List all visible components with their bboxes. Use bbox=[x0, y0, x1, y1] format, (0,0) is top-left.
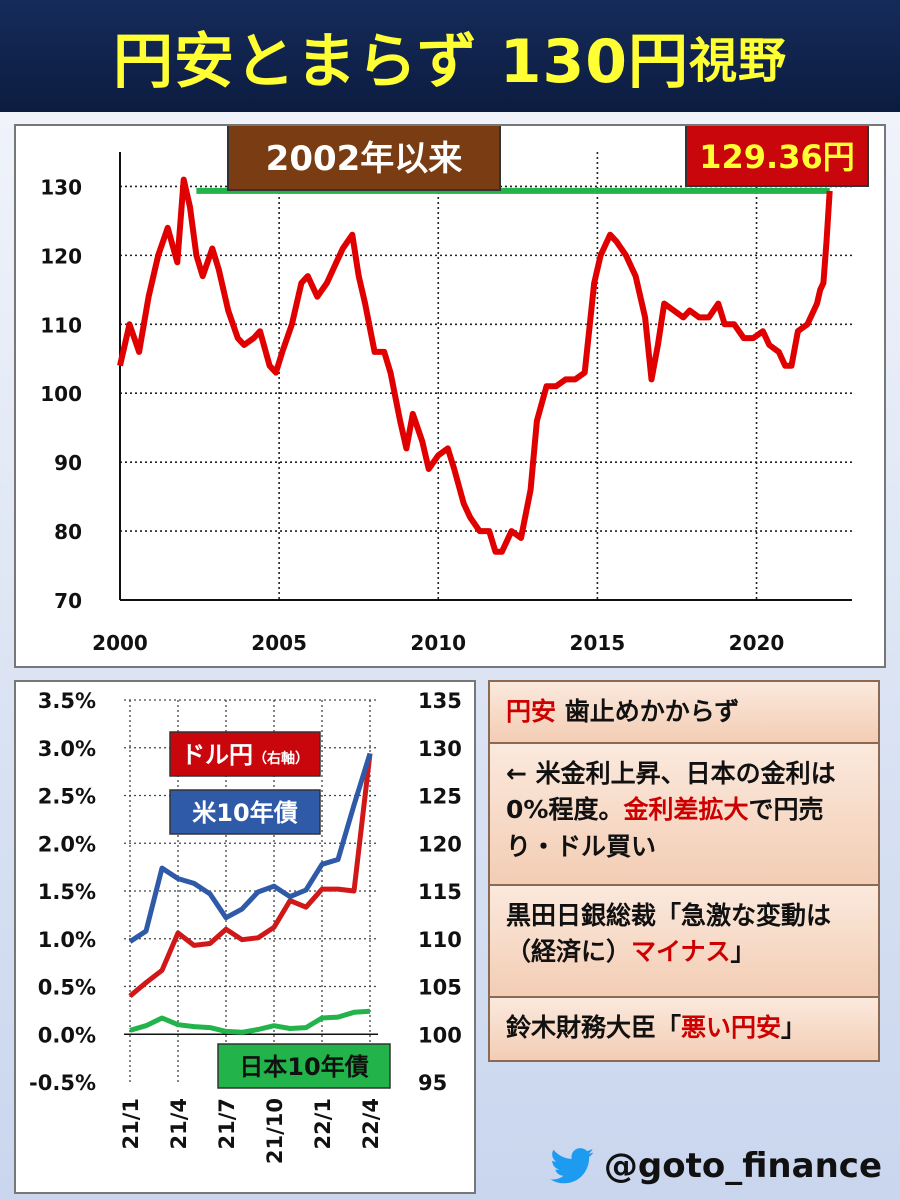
rates-right-tick-5: 120 bbox=[418, 832, 462, 856]
rates-series-line-1 bbox=[128, 752, 373, 944]
note-weak-yen: 円安 歯止めかからず bbox=[488, 680, 880, 744]
badge-latest-value-text: 129.36円 bbox=[699, 138, 855, 176]
title-bar: 円安とまらず 130円 視野 bbox=[0, 0, 900, 112]
rates-legend-box-2 bbox=[217, 1043, 391, 1089]
main-x-tick-2000: 2000 bbox=[92, 631, 148, 655]
rates-left-tick-7: 3.0% bbox=[38, 737, 96, 761]
rates-left-tick-5: 2.0% bbox=[38, 832, 96, 856]
main-y-tick-100: 100 bbox=[40, 382, 82, 406]
rates-left-tick-0: -0.5% bbox=[29, 1071, 96, 1095]
rates-legend-0: ドル円（右軸） bbox=[169, 731, 321, 777]
rates-legend-1: 米10年債 bbox=[169, 789, 321, 835]
main-x-tick-2015: 2015 bbox=[570, 631, 626, 655]
main-chart-panel: 70 80 90 100 110 120 130 2000 2005 2010 2015 2020 20… bbox=[14, 123, 886, 668]
note-0-segment-0: 円安 bbox=[506, 697, 557, 726]
rates-x-tick-5: 22/4 bbox=[359, 1098, 383, 1150]
badge-latest-value: 129.36円 bbox=[685, 123, 869, 187]
rates-legend-box-0 bbox=[169, 731, 321, 777]
rates-right-tick-2: 105 bbox=[418, 976, 462, 1000]
note-1-segment-2: で円売り・ドル買い bbox=[506, 795, 824, 861]
note-3-segment-1: 悪い円安 bbox=[681, 1013, 782, 1042]
note-kuroda: 黒田日銀総裁「急激な変動は（経済に）マイナス」 bbox=[488, 886, 880, 998]
rates-left-tick-8: 3.5% bbox=[38, 689, 96, 713]
rates-legend-text-0: ドル円（右軸） bbox=[181, 741, 309, 769]
note-2-segment-2: 」 bbox=[730, 937, 756, 967]
rates-right-tick-1: 100 bbox=[418, 1023, 462, 1047]
rates-legend-text-2: 日本10年債 bbox=[239, 1053, 368, 1081]
rates-x-tick-4: 22/1 bbox=[311, 1098, 335, 1150]
rates-chart-panel: -0.5% 0.0% 0.5% 1.0% 1.5% 2.0% 2.5% 3.0% 3.5% 95 1… bbox=[14, 680, 476, 1194]
notes-panel: 円安 歯止めかからず ← 米金利上昇、日本の金利は0%程度。金利差拡大で円売り・… bbox=[488, 680, 880, 1062]
rates-x-tick-1: 21/4 bbox=[167, 1098, 191, 1150]
main-y-tick-110: 110 bbox=[40, 313, 82, 337]
title-suffix: 視野 bbox=[688, 33, 787, 89]
rates-legend-box-1 bbox=[169, 789, 321, 835]
main-x-tick-2020: 2020 bbox=[729, 631, 785, 655]
rates-right-tick-3: 110 bbox=[418, 928, 462, 952]
rates-series-line-2 bbox=[129, 1008, 371, 1035]
rates-legend-text-1: 米10年債 bbox=[192, 799, 297, 827]
rates-right-tick-0: 95 bbox=[418, 1071, 447, 1095]
rates-left-tick-6: 2.5% bbox=[38, 785, 96, 809]
rates-right-tick-7: 130 bbox=[418, 737, 462, 761]
handle-text: @goto_finance bbox=[603, 1146, 882, 1186]
title-main: 円安とまらず 130円 bbox=[113, 26, 689, 97]
rates-x-tick-3: 21/10 bbox=[263, 1098, 287, 1164]
twitter-handle[interactable]: @goto_finance bbox=[550, 1146, 882, 1186]
note-2-segment-1: マイナス bbox=[631, 937, 731, 967]
rates-left-tick-4: 1.5% bbox=[38, 880, 96, 904]
main-x-tick-2010: 2010 bbox=[410, 631, 466, 655]
note-suzuki: 鈴木財務大臣「悪い円安」 bbox=[488, 998, 880, 1062]
main-y-tick-120: 120 bbox=[40, 244, 82, 268]
main-y-tick-80: 80 bbox=[54, 520, 82, 544]
main-usdjpy-line bbox=[117, 176, 833, 555]
rates-left-tick-2: 0.5% bbox=[38, 976, 96, 1000]
badge-since-2002-box bbox=[227, 123, 501, 191]
rates-series-line-0 bbox=[128, 753, 373, 999]
main-chart: 70 80 90 100 110 120 130 2000 2005 2010 2015 2020 20… bbox=[40, 123, 869, 655]
rates-left-tick-1: 0.0% bbox=[38, 1023, 96, 1047]
note-0-segment-1: 歯止めかからず bbox=[556, 697, 740, 726]
note-rate-gap: ← 米金利上昇、日本の金利は0%程度。金利差拡大で円売り・ドル買い bbox=[488, 744, 880, 886]
badge-since-2002-text: 2002年以来 bbox=[266, 139, 463, 179]
badge-since-2002: 2002年以来 bbox=[227, 123, 501, 191]
rates-left-tick-3: 1.0% bbox=[38, 928, 96, 952]
main-y-tick-70: 70 bbox=[54, 589, 82, 613]
note-3-segment-0: 鈴木財務大臣「 bbox=[506, 1013, 682, 1042]
rates-x-tick-0: 21/1 bbox=[119, 1098, 143, 1150]
badge-latest-value-box bbox=[685, 123, 869, 187]
note-1-segment-1: 金利差拡大 bbox=[623, 795, 749, 825]
rates-chart: -0.5% 0.0% 0.5% 1.0% 1.5% 2.0% 2.5% 3.0% 3.5% 95 1… bbox=[29, 689, 462, 1164]
rates-x-tick-2: 21/7 bbox=[215, 1098, 239, 1150]
main-y-tick-130: 130 bbox=[40, 175, 82, 199]
note-2-segment-0: 黒田日銀総裁「急激な変動は（経済に） bbox=[506, 901, 832, 967]
rates-right-tick-8: 135 bbox=[418, 689, 462, 713]
rates-right-tick-6: 125 bbox=[418, 785, 462, 809]
note-3-segment-2: 」 bbox=[781, 1013, 807, 1042]
rates-right-tick-4: 115 bbox=[418, 880, 462, 904]
main-y-tick-90: 90 bbox=[54, 451, 82, 475]
rates-legend-2: 日本10年債 bbox=[217, 1043, 391, 1089]
twitter-bird-icon bbox=[550, 1148, 594, 1184]
note-1-segment-0: ← 米金利上昇、日本の金利は0%程度。 bbox=[506, 759, 836, 825]
main-x-tick-2005: 2005 bbox=[251, 631, 307, 655]
